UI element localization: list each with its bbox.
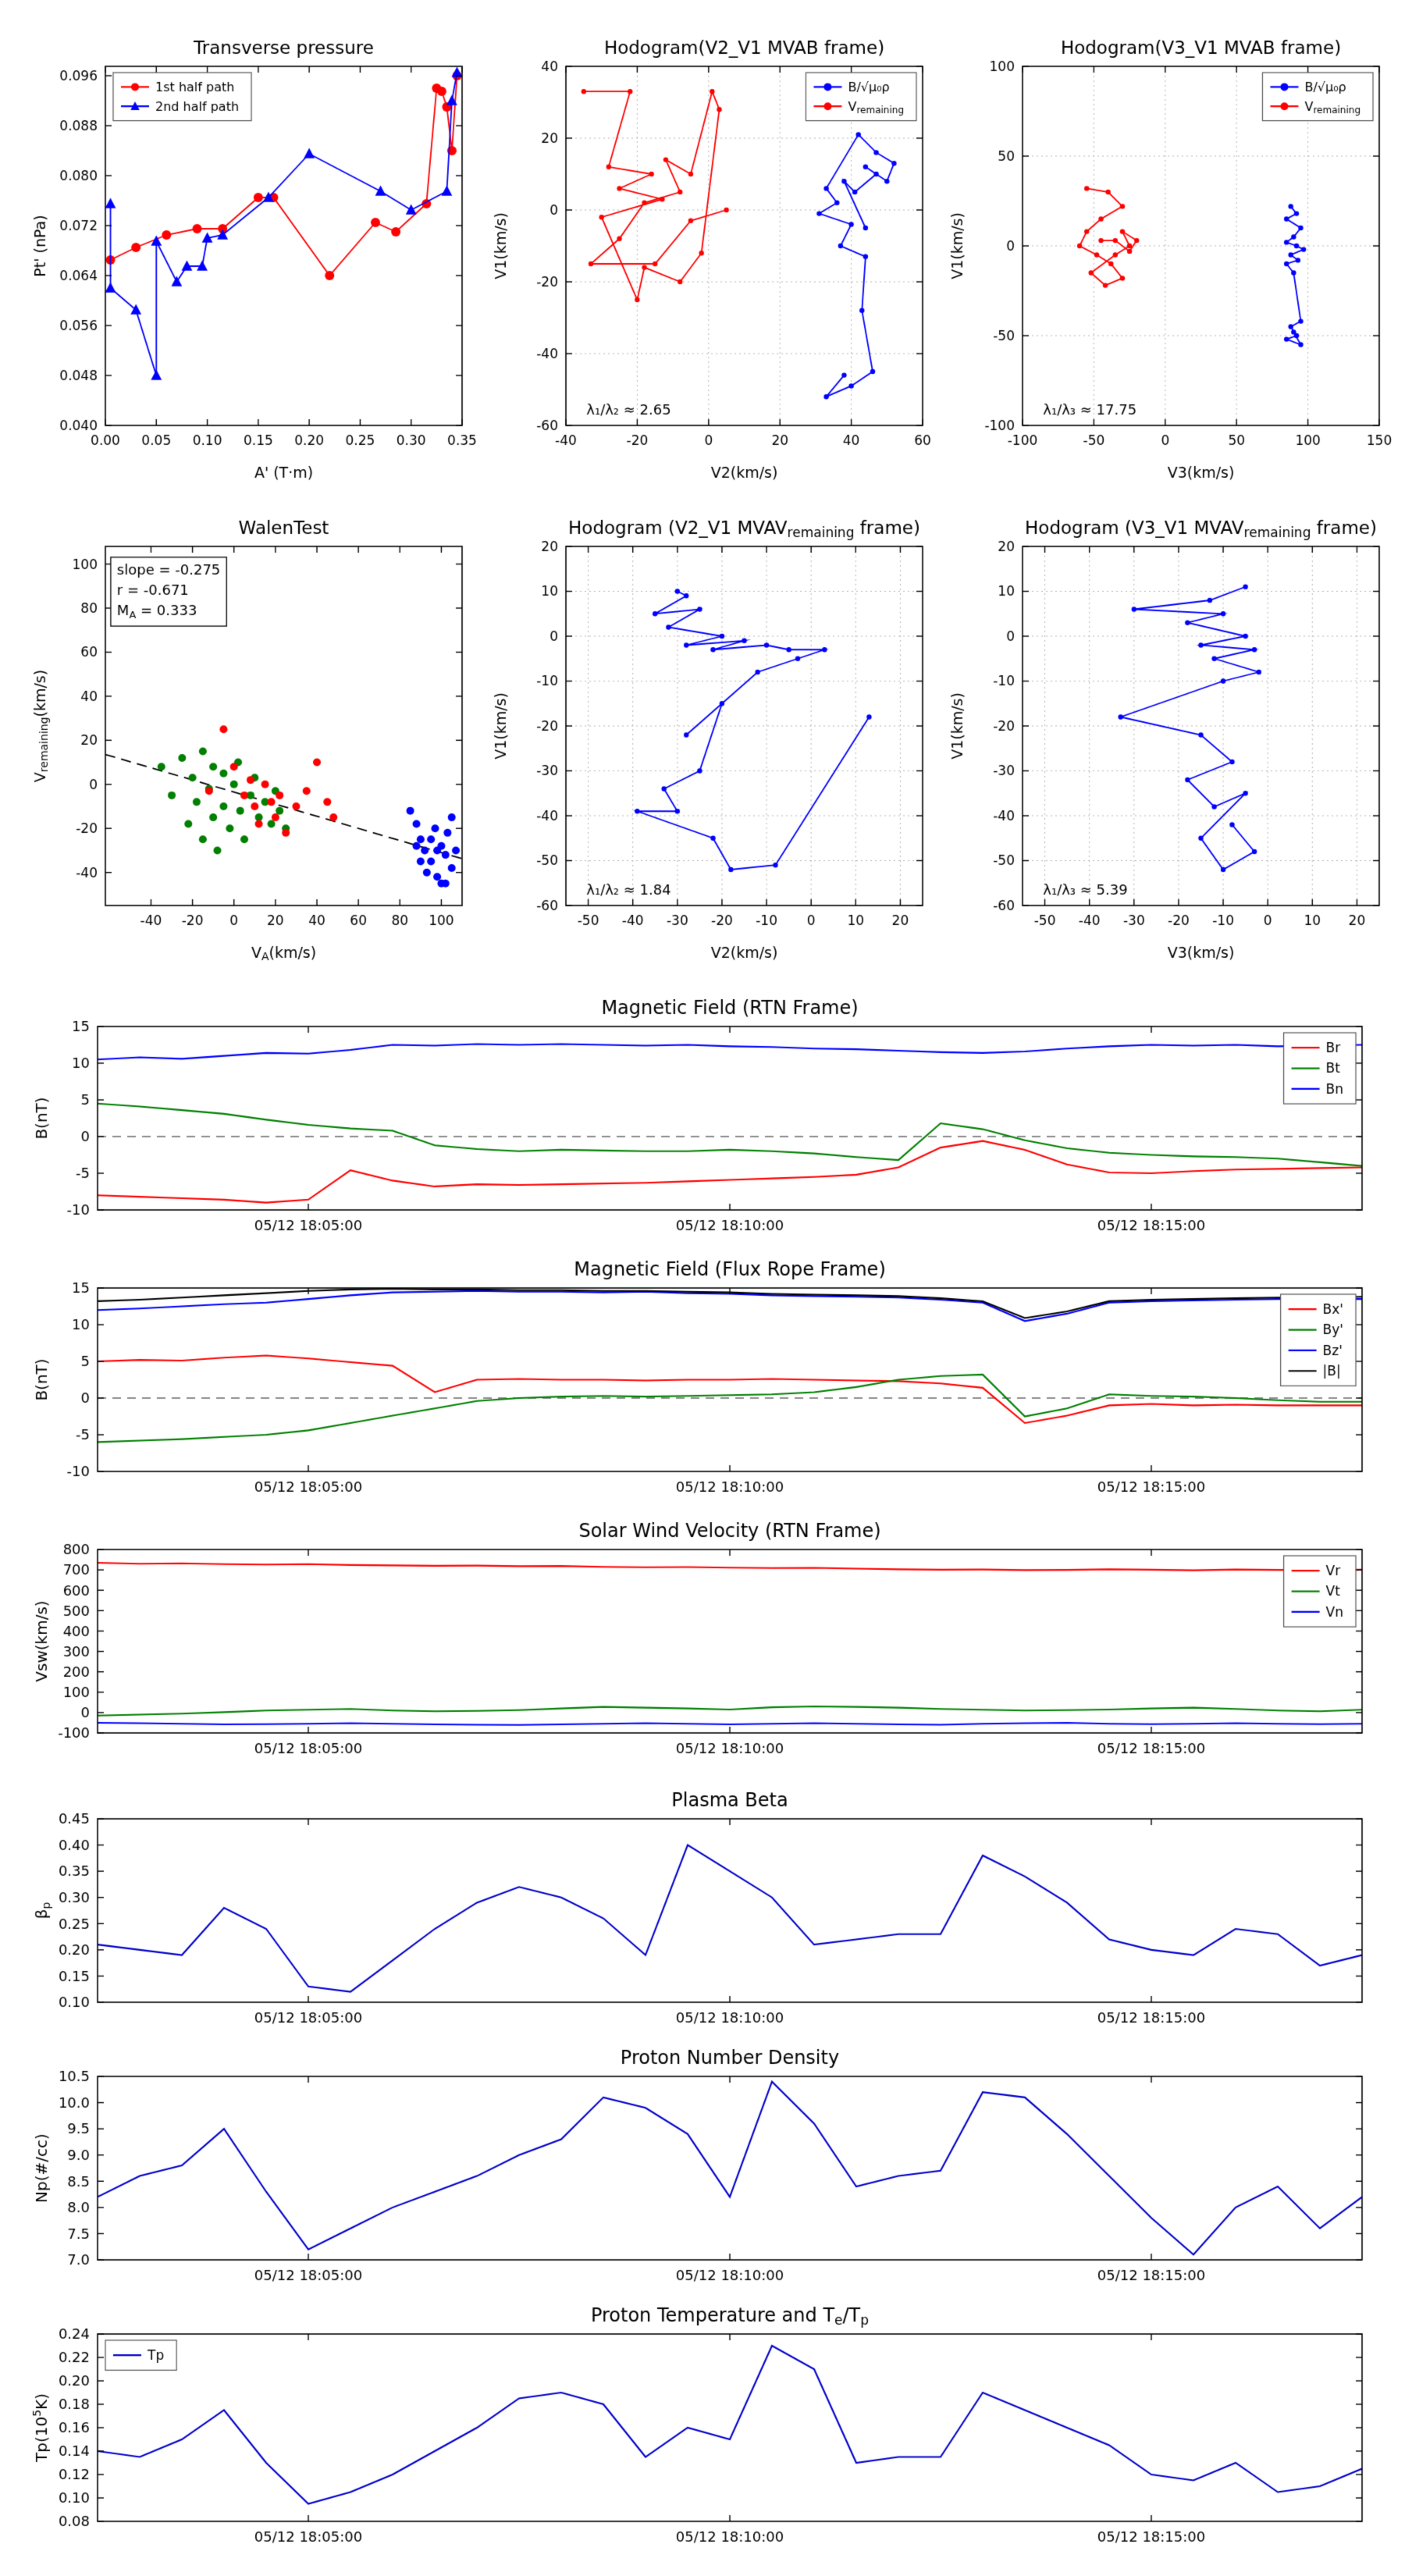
chart-transverse-pressure-canvas (23, 23, 476, 492)
chart-plasma-beta-canvas (23, 1784, 1382, 2041)
chart-proton-number-density-canvas (23, 2041, 1382, 2299)
chart-hodogram-v2v1-mvav-canvas (484, 503, 937, 972)
chart-plasma-beta (23, 1784, 1382, 2041)
chart-magnetic-field-rtn-canvas (23, 991, 1382, 1249)
chart-magnetic-field-flux-rope (23, 1253, 1382, 1510)
chart-hodogram-v2v1-mvab (484, 23, 937, 492)
chart-hodogram-v3v1-mvab (941, 23, 1393, 492)
chart-proton-temperature (23, 2299, 1382, 2560)
chart-hodogram-v3v1-mvav (941, 503, 1393, 972)
chart-magnetic-field-flux-rope-canvas (23, 1253, 1382, 1510)
chart-hodogram-v3v1-mvab-canvas (941, 23, 1393, 492)
chart-magnetic-field-rtn (23, 991, 1382, 1249)
chart-hodogram-v2v1-mvav (484, 503, 937, 972)
chart-transverse-pressure (23, 23, 476, 492)
chart-solar-wind-velocity-canvas (23, 1514, 1382, 1772)
chart-walen-test (23, 503, 476, 972)
chart-solar-wind-velocity (23, 1514, 1382, 1772)
chart-proton-temperature-canvas (23, 2299, 1382, 2560)
chart-hodogram-v2v1-mvab-canvas (484, 23, 937, 492)
chart-hodogram-v3v1-mvav-canvas (941, 503, 1393, 972)
chart-proton-number-density (23, 2041, 1382, 2299)
chart-walen-test-canvas (23, 503, 476, 972)
